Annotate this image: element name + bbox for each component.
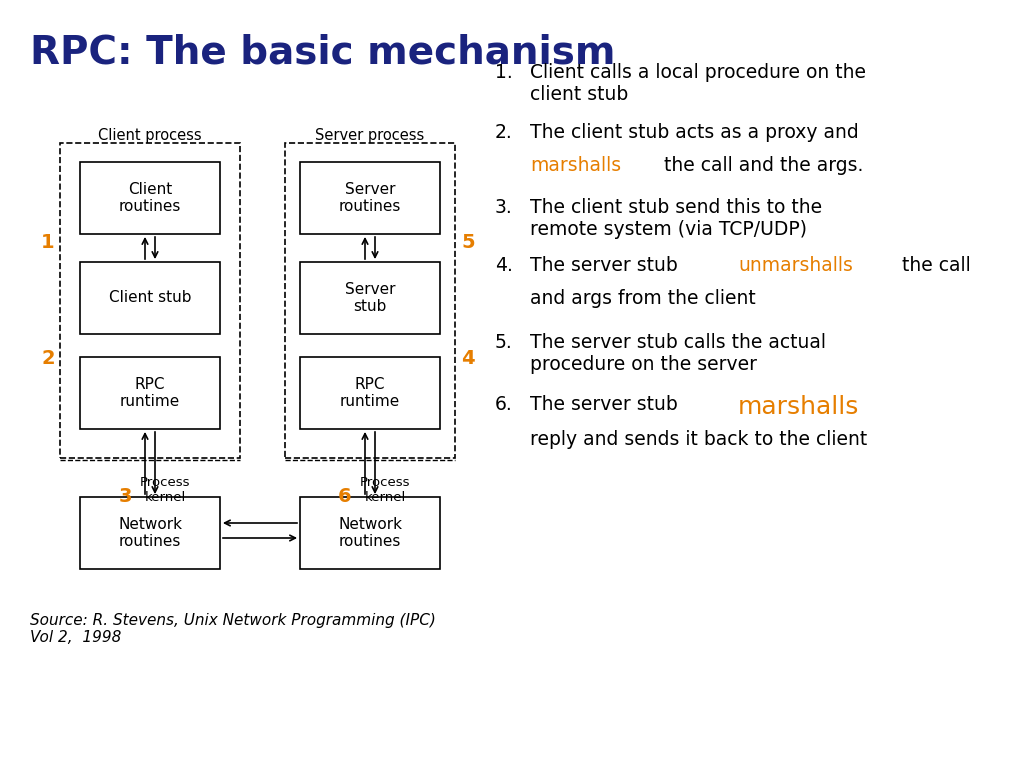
Text: The server stub: The server stub [530,395,684,414]
Text: 6.: 6. [495,395,513,414]
Text: 2: 2 [41,349,55,368]
Text: RPC
runtime: RPC runtime [340,377,400,409]
Text: 4.: 4. [495,256,513,275]
Text: Network
routines: Network routines [338,517,402,549]
Text: Server process: Server process [315,128,425,143]
FancyBboxPatch shape [80,357,220,429]
Text: Client stub: Client stub [109,290,191,306]
Text: reply and sends it back to the client: reply and sends it back to the client [530,430,867,449]
Text: the call: the call [896,256,971,275]
Text: RPC
runtime: RPC runtime [120,377,180,409]
Text: 3.: 3. [495,198,513,217]
Text: 5: 5 [461,233,475,253]
Text: 2.: 2. [495,123,513,142]
FancyBboxPatch shape [80,162,220,234]
Text: Process
kernel: Process kernel [359,476,411,504]
Text: Client
routines: Client routines [119,182,181,214]
Text: The server stub calls the actual
procedure on the server: The server stub calls the actual procedu… [530,333,826,374]
FancyBboxPatch shape [300,262,440,334]
Text: Process
kernel: Process kernel [139,476,190,504]
Text: 1: 1 [41,233,55,253]
Text: Server
stub: Server stub [345,282,395,314]
Text: marshalls: marshalls [738,395,859,419]
FancyBboxPatch shape [300,357,440,429]
Text: Source: R. Stevens, Unix Network Programming (IPC)
Vol 2,  1998: Source: R. Stevens, Unix Network Program… [30,613,436,645]
Text: Client process: Client process [98,128,202,143]
Text: Network
routines: Network routines [118,517,182,549]
Text: 4: 4 [461,349,475,368]
Text: marshalls: marshalls [530,156,622,175]
Text: The client stub send this to the
remote system (via TCP/UDP): The client stub send this to the remote … [530,198,822,239]
Text: 6: 6 [338,486,352,505]
Text: RPC: The basic mechanism: RPC: The basic mechanism [30,33,615,71]
Text: 1.: 1. [495,63,513,82]
Text: Client calls a local procedure on the
client stub: Client calls a local procedure on the cl… [530,63,866,104]
Text: 3: 3 [118,486,132,505]
FancyBboxPatch shape [80,497,220,569]
FancyBboxPatch shape [300,497,440,569]
Text: Server
routines: Server routines [339,182,401,214]
FancyBboxPatch shape [80,262,220,334]
Text: The client stub acts as a proxy and: The client stub acts as a proxy and [530,123,859,142]
Text: The server stub: The server stub [530,256,684,275]
Text: and args from the client: and args from the client [530,289,756,308]
Text: the call and the args.: the call and the args. [658,156,863,175]
Text: 5.: 5. [495,333,513,352]
FancyBboxPatch shape [300,162,440,234]
Text: unmarshalls: unmarshalls [738,256,853,275]
